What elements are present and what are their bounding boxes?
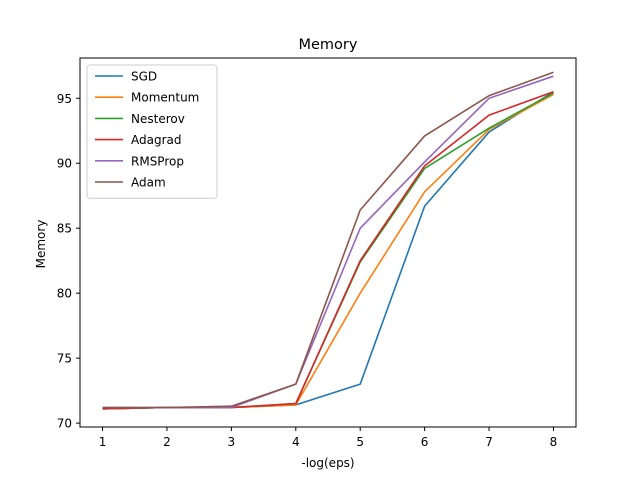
y-tick-label: 95 xyxy=(57,92,72,106)
plot-frame xyxy=(79,57,577,428)
x-tick-label: 3 xyxy=(228,435,236,449)
series-layer xyxy=(102,71,554,410)
legend: SGD Momentum Nesterov Adagrad RMSProp Adam xyxy=(86,64,218,199)
x-tick-label: 1 xyxy=(99,435,107,449)
y-axis-label: Memory xyxy=(34,220,48,269)
y-tick-label: 90 xyxy=(57,157,72,171)
y-tick-label: 75 xyxy=(57,352,72,366)
legend-label-rmsprop: RMSProp xyxy=(131,154,184,168)
y-tick-label: 80 xyxy=(57,287,72,301)
legend-label-sgd: SGD xyxy=(131,70,157,84)
x-tick-label: 2 xyxy=(163,435,171,449)
x-tick-label: 5 xyxy=(356,435,364,449)
legend-label-nesterov: Nesterov xyxy=(131,112,185,126)
x-tick-label: 7 xyxy=(485,435,493,449)
x-tick-label: 6 xyxy=(421,435,429,449)
x-axis-label: -log(eps) xyxy=(301,456,354,470)
chart-title: Memory xyxy=(299,37,358,53)
legend-label-momentum: Momentum xyxy=(131,91,199,105)
x-tick-label: 8 xyxy=(550,435,558,449)
x-tick-label: 4 xyxy=(292,435,300,449)
legend-label-adagrad: Adagrad xyxy=(131,133,182,147)
series-line-adam xyxy=(102,71,554,409)
y-tick-label: 85 xyxy=(57,222,72,236)
legend-box xyxy=(86,64,218,199)
legend-label-adam: Adam xyxy=(131,176,166,190)
y-tick-label: 70 xyxy=(57,417,72,431)
axes-layer: 1 2 3 4 5 6 7 8 70 75 80 85 90 95 xyxy=(57,57,577,449)
